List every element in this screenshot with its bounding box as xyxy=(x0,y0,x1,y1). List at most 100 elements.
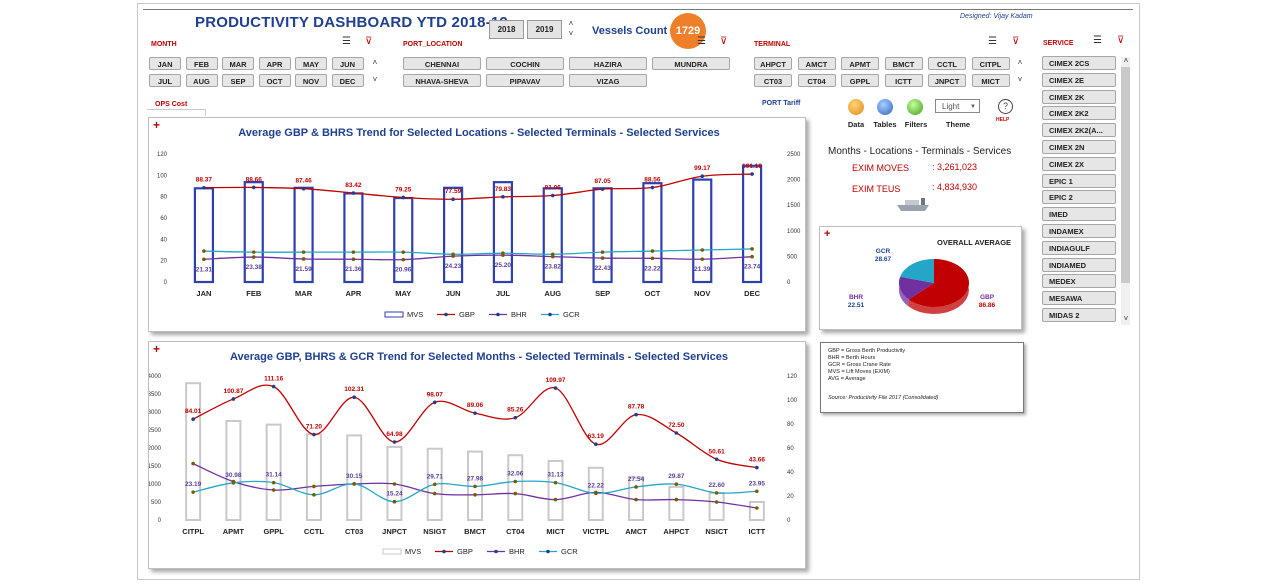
tables-icon[interactable] xyxy=(877,99,893,115)
service-button-midas-2[interactable]: MIDAS 2 xyxy=(1042,308,1116,322)
service-button-cimex-2k[interactable]: CIMEX 2K xyxy=(1042,89,1116,104)
service-button-epic-2[interactable]: EPIC 2 xyxy=(1042,190,1116,205)
service-button-epic-1[interactable]: EPIC 1 xyxy=(1042,173,1116,188)
notes-list: GBP = Gross Berth Productivity BHR = Bert… xyxy=(828,348,905,383)
service-button-indiagulf[interactable]: INDIAGULF xyxy=(1042,240,1116,255)
port-button-hazira[interactable]: HAZIRA xyxy=(569,57,647,70)
multi-select-icon[interactable]: ☰ xyxy=(1093,35,1102,46)
service-button-cimex-2x[interactable]: CIMEX 2X xyxy=(1042,156,1116,171)
port-button-cochin[interactable]: COCHIN xyxy=(486,57,564,70)
year-2018-button[interactable]: 2018 xyxy=(489,20,524,39)
port-button-pipavav[interactable]: PIPAVAV xyxy=(486,74,564,87)
vessels-count-badge: 1729 xyxy=(670,13,706,49)
y-right-tick-label: 100 xyxy=(787,398,798,404)
gbp-data-label: 87.78 xyxy=(628,404,645,411)
clear-filter-icon[interactable]: ⊽ xyxy=(1117,35,1125,46)
series-point-gcr xyxy=(553,480,558,485)
multi-select-icon[interactable]: ☰ xyxy=(342,36,351,47)
series-point-gcr xyxy=(550,252,555,257)
theme-dropdown[interactable]: Light ▼ xyxy=(935,99,980,113)
service-scroll-thumb[interactable] xyxy=(1121,67,1130,283)
gbp-data-label: 87.05 xyxy=(594,178,611,185)
month-button-dec[interactable]: DEC xyxy=(331,74,364,87)
month-button-jan[interactable]: JAN xyxy=(149,57,181,70)
service-button-medex[interactable]: MEDEX xyxy=(1042,274,1116,289)
gcr-data-label: 27.54 xyxy=(628,476,645,483)
clear-filter-icon[interactable]: ⊽ xyxy=(365,36,373,47)
service-button-cimex-2k2-a-[interactable]: CIMEX 2K2(A... xyxy=(1042,123,1116,138)
service-button-cimex-2cs[interactable]: CIMEX 2CS xyxy=(1042,56,1116,70)
month-button-sep[interactable]: SEP xyxy=(222,74,254,87)
terminal-button-mict[interactable]: MICT xyxy=(971,74,1010,87)
clear-filter-icon[interactable]: ⊽ xyxy=(1012,36,1020,47)
month-button-jul[interactable]: JUL xyxy=(149,74,181,87)
overall-average-panel: + OVERALL AVERAGE GBP 86.86 BHR 22.51 GCR 28.67 xyxy=(819,226,1022,330)
month-scroll-up-icon[interactable]: ˄ xyxy=(372,58,378,67)
multi-select-icon[interactable]: ☰ xyxy=(697,36,706,47)
month-button-aug[interactable]: AUG xyxy=(185,74,218,87)
service-button-cimex-2k2[interactable]: CIMEX 2K2 xyxy=(1042,106,1116,121)
month-button-feb[interactable]: FEB xyxy=(185,57,218,70)
bhr-data-label: 21.31 xyxy=(196,266,213,273)
dashboard-title: PRODUCTIVITY DASHBOARD YTD 2018-19 xyxy=(195,14,508,31)
service-button-imed[interactable]: IMED xyxy=(1042,207,1116,222)
year-scroll-down-icon[interactable]: ˅ xyxy=(568,29,574,38)
terminal-button-amct[interactable]: AMCT xyxy=(797,57,836,70)
series-point-bhr xyxy=(553,497,558,502)
service-scroll-down-icon[interactable]: ˅ xyxy=(1123,314,1129,323)
service-button-mesawa[interactable]: MESAWA xyxy=(1042,291,1116,306)
terminal-button-ct03[interactable]: CT03 xyxy=(754,74,792,87)
year-scroll-up-icon[interactable]: ˄ xyxy=(568,19,574,28)
series-point-bhr xyxy=(600,256,605,260)
y-right-tick-label: 120 xyxy=(787,374,798,380)
series-line-gcr xyxy=(203,248,753,255)
service-button-cimex-2n[interactable]: CIMEX 2N xyxy=(1042,140,1116,154)
terminal-button-jnpct[interactable]: JNPCT xyxy=(928,74,966,87)
ops-cost-tab[interactable]: OPS Cost xyxy=(155,101,188,108)
service-button-indamex[interactable]: INDAMEX xyxy=(1042,224,1116,238)
series-point-bhr xyxy=(191,461,195,466)
series-point-gcr xyxy=(600,250,605,254)
year-2019-button[interactable]: 2019 xyxy=(527,20,562,39)
theme-label: Theme xyxy=(945,120,971,129)
clear-filter-icon[interactable]: ⊽ xyxy=(720,36,728,47)
month-button-jun[interactable]: JUN xyxy=(331,57,364,70)
terminal-button-citpl[interactable]: CITPL xyxy=(971,57,1010,70)
month-scroll-down-icon[interactable]: ˅ xyxy=(372,75,378,84)
chevron-down-icon: ▼ xyxy=(970,104,976,110)
month-button-mar[interactable]: MAR xyxy=(222,57,254,70)
legend-marker-gbp xyxy=(442,549,446,554)
month-button-apr[interactable]: APR xyxy=(258,57,291,70)
port-button-vizag[interactable]: VIZAG xyxy=(569,74,647,87)
terminal-button-ahpct[interactable]: AHPCT xyxy=(754,57,792,70)
help-icon[interactable]: ? xyxy=(998,99,1013,114)
port-button-chennai[interactable]: CHENNAI xyxy=(403,57,481,70)
terminal-button-ct04[interactable]: CT04 xyxy=(797,74,836,87)
x-tick-label: AHPCT xyxy=(663,527,689,536)
month-button-oct[interactable]: OCT xyxy=(258,74,291,87)
gbp-data-label: 101.18 xyxy=(742,163,762,170)
terminal-button-bmct[interactable]: BMCT xyxy=(884,57,923,70)
terminal-scroll-down-icon[interactable]: ˅ xyxy=(1017,75,1023,84)
data-label: Data xyxy=(847,120,865,129)
month-button-nov[interactable]: NOV xyxy=(295,74,327,87)
terminal-scroll-up-icon[interactable]: ˄ xyxy=(1017,58,1023,67)
service-scroll-up-icon[interactable]: ˄ xyxy=(1123,56,1129,65)
bhr-data-label: 21.39 xyxy=(694,266,711,273)
terminal-button-apmt[interactable]: APMT xyxy=(841,57,879,70)
service-button-indiamed[interactable]: INDIAMED xyxy=(1042,257,1116,272)
port-button-nhava-sheva[interactable]: NHAVA-SHEVA xyxy=(403,74,481,87)
ops-tab-border xyxy=(147,109,206,116)
service-button-cimex-2e[interactable]: CIMEX 2E xyxy=(1042,72,1116,87)
terminal-button-cctl[interactable]: CCTL xyxy=(928,57,966,70)
port-tariff-tab[interactable]: PORT Tariff xyxy=(762,100,801,107)
multi-select-icon[interactable]: ☰ xyxy=(988,36,997,47)
terminal-button-gppl[interactable]: GPPL xyxy=(841,74,879,87)
filters-icon[interactable] xyxy=(907,99,923,115)
port-button-mundra[interactable]: MUNDRA xyxy=(652,57,730,70)
x-tick-label: JAN xyxy=(196,289,211,298)
month-button-may[interactable]: MAY xyxy=(295,57,327,70)
data-icon[interactable] xyxy=(848,99,864,115)
terminal-button-ictt[interactable]: ICTT xyxy=(884,74,923,87)
series-point-gbp xyxy=(432,400,437,405)
